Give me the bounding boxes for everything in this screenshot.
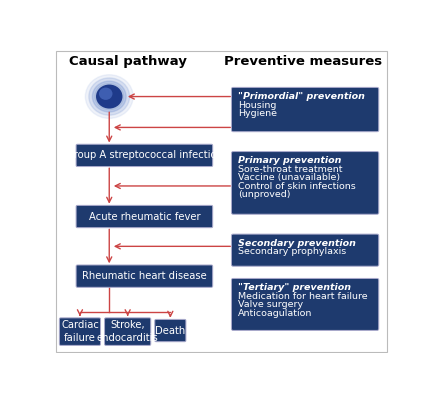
Circle shape bbox=[95, 84, 123, 110]
Text: Housing: Housing bbox=[238, 100, 276, 110]
Text: Primary prevention: Primary prevention bbox=[238, 156, 342, 165]
Text: Hygiene: Hygiene bbox=[238, 109, 277, 118]
Text: Stroke,
endocarditis: Stroke, endocarditis bbox=[97, 320, 159, 343]
Text: Preventive measures: Preventive measures bbox=[224, 55, 382, 68]
Text: "Primordial" prevention: "Primordial" prevention bbox=[238, 92, 365, 101]
Text: Acute rheumatic fever: Acute rheumatic fever bbox=[89, 212, 200, 222]
Text: Control of skin infections: Control of skin infections bbox=[238, 182, 356, 191]
Text: Vaccine (unavailable): Vaccine (unavailable) bbox=[238, 173, 340, 182]
Text: (unproved): (unproved) bbox=[238, 191, 291, 199]
FancyBboxPatch shape bbox=[105, 318, 151, 345]
Circle shape bbox=[99, 88, 112, 100]
Text: Sore-throat treatment: Sore-throat treatment bbox=[238, 165, 343, 174]
FancyBboxPatch shape bbox=[76, 205, 213, 228]
Text: "Tertiary" prevention: "Tertiary" prevention bbox=[238, 283, 351, 292]
Circle shape bbox=[92, 81, 126, 112]
Text: Cardiac
failure: Cardiac failure bbox=[61, 320, 99, 343]
FancyBboxPatch shape bbox=[232, 234, 379, 266]
FancyBboxPatch shape bbox=[232, 278, 379, 330]
Text: Rheumatic heart disease: Rheumatic heart disease bbox=[82, 271, 207, 281]
Text: Secondary prophylaxis: Secondary prophylaxis bbox=[238, 247, 346, 256]
Circle shape bbox=[86, 75, 133, 118]
FancyBboxPatch shape bbox=[155, 320, 186, 342]
Text: Death: Death bbox=[155, 326, 185, 335]
FancyBboxPatch shape bbox=[59, 318, 101, 345]
Text: Anticoagulation: Anticoagulation bbox=[238, 309, 312, 318]
Text: Valve surgery: Valve surgery bbox=[238, 300, 303, 309]
Text: Secondary prevention: Secondary prevention bbox=[238, 239, 356, 248]
Text: Medication for heart failure: Medication for heart failure bbox=[238, 291, 368, 301]
Text: Causal pathway: Causal pathway bbox=[69, 55, 187, 68]
FancyBboxPatch shape bbox=[76, 144, 213, 167]
FancyBboxPatch shape bbox=[76, 265, 213, 287]
FancyBboxPatch shape bbox=[232, 87, 379, 132]
Text: Group A streptococcal infection: Group A streptococcal infection bbox=[66, 150, 223, 160]
FancyBboxPatch shape bbox=[232, 152, 379, 214]
Circle shape bbox=[89, 78, 130, 115]
